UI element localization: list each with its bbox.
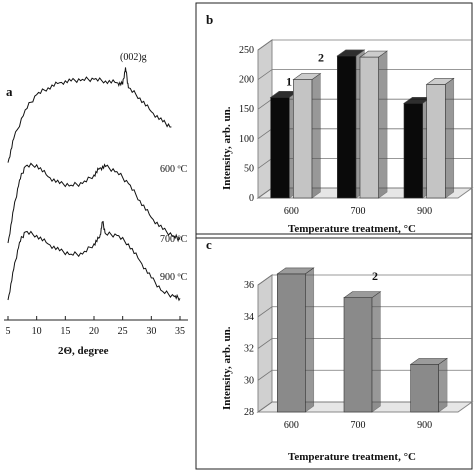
x-tick-label: 600 [284, 206, 299, 217]
panel-c-x-title: Temperature treatment, °C [288, 451, 416, 463]
panel-a-x-tick-label: 25 [118, 326, 128, 337]
x-tick-label: 900 [417, 206, 432, 217]
panel-b-x-title: Temperature treatment, °C [288, 223, 416, 235]
bar-side-2-900 [445, 77, 455, 199]
panel-b-y-title: Intensity, arb. un. [221, 106, 233, 190]
gridline [257, 69, 472, 80]
gridline [257, 369, 472, 381]
bar-front-2-900 [426, 84, 446, 199]
gridline [257, 39, 472, 51]
panel-c-frame [195, 233, 473, 470]
side-wall [257, 39, 273, 199]
panel-c-bar-chart: c 28 30 32 34 36 600 700 900 2 Intensity, arb. u… [195, 233, 474, 470]
bar-front-2-600 [277, 273, 306, 413]
panel-a-x-tick-label: 15 [60, 326, 70, 337]
peak-label: (002)g [120, 52, 147, 63]
x-tick-label: 700 [351, 206, 366, 217]
panel-a-curves [7, 67, 181, 302]
gridline [257, 274, 472, 286]
bar-side-2-700 [378, 50, 388, 199]
panel-a-x-tick-label: 20 [89, 326, 99, 337]
y-tick-label: 28 [244, 407, 254, 418]
bar-front-2-900 [410, 364, 439, 413]
bar-front-1-700 [337, 55, 357, 199]
y-tick-label: 30 [244, 375, 254, 386]
bar-front-2-600 [293, 79, 313, 199]
series-tag-2: 2 [372, 269, 378, 283]
panel-b-frame [195, 2, 473, 239]
bar-side-2-600 [311, 73, 321, 199]
gridline [257, 401, 472, 413]
panel-a-x-title: 2Θ, degree [58, 345, 109, 357]
bar-front-1-900 [403, 102, 423, 199]
x-tick-label: 600 [284, 420, 299, 431]
panel-a-x-tick-label: 35 [175, 326, 185, 337]
panel-a-curve-1 [7, 67, 172, 163]
bar-front-2-700 [359, 56, 379, 199]
bar-side-2-700 [371, 291, 381, 413]
panel-a-curve-label: 700 ºC [160, 234, 188, 245]
panel-a-curve-3 [7, 220, 181, 302]
panel-a-x-tick-label: 10 [32, 326, 42, 337]
series-tag-2: 2 [318, 51, 324, 65]
panel-b-bar-chart: b 0 50 100 150 200 250 600 700 900 1 2 Intensity, … [195, 2, 474, 239]
bar-side-2-900 [438, 357, 448, 413]
gridline [257, 338, 472, 349]
panel-b-plot-area: 0 50 100 150 200 250 600 700 900 1 2 [239, 39, 474, 217]
y-tick-label: 150 [239, 104, 254, 115]
y-tick-label: 100 [239, 134, 254, 145]
panel-a-x-ticks: 5 10 15 20 25 30 35 [6, 316, 185, 337]
y-tick-label: 0 [249, 193, 254, 204]
y-tick-label: 50 [244, 163, 254, 174]
x-tick-label: 700 [351, 420, 366, 431]
x-tick-label: 900 [417, 420, 432, 431]
panel-b-letter: b [206, 12, 213, 27]
bar-front-1-600 [270, 97, 290, 199]
panel-c-plot-area: 28 30 32 34 36 600 700 900 2 [244, 267, 474, 431]
panel-a-letter: a [6, 84, 13, 99]
bar-side-2-600 [305, 267, 315, 413]
bar-front-2-700 [343, 297, 373, 413]
series-tag-1: 1 [286, 74, 292, 88]
panel-a-curve-labels: 600 ºC 700 ºC 900 ºC [160, 164, 188, 283]
panel-a-xrd-plot: a (002)g 5 10 15 20 25 30 35 600 ºC 700 ºC 900 º… [4, 52, 188, 357]
panel-a-curve-label: 600 ºC [160, 164, 188, 175]
panel-a-x-tick-label: 30 [146, 326, 156, 337]
panel-c-letter: c [206, 237, 212, 252]
gridline [257, 306, 472, 318]
y-tick-label: 36 [244, 280, 254, 291]
y-tick-label: 250 [239, 45, 254, 56]
panel-a-curve-2 [7, 162, 181, 244]
panel-c-y-title: Intensity, arb. un. [221, 326, 233, 410]
y-tick-label: 200 [239, 75, 254, 86]
y-tick-label: 34 [244, 312, 254, 323]
panel-a-x-tick-label: 5 [6, 326, 11, 337]
y-tick-label: 32 [244, 344, 254, 355]
panel-a-curve-label: 900 ºC [160, 272, 188, 283]
